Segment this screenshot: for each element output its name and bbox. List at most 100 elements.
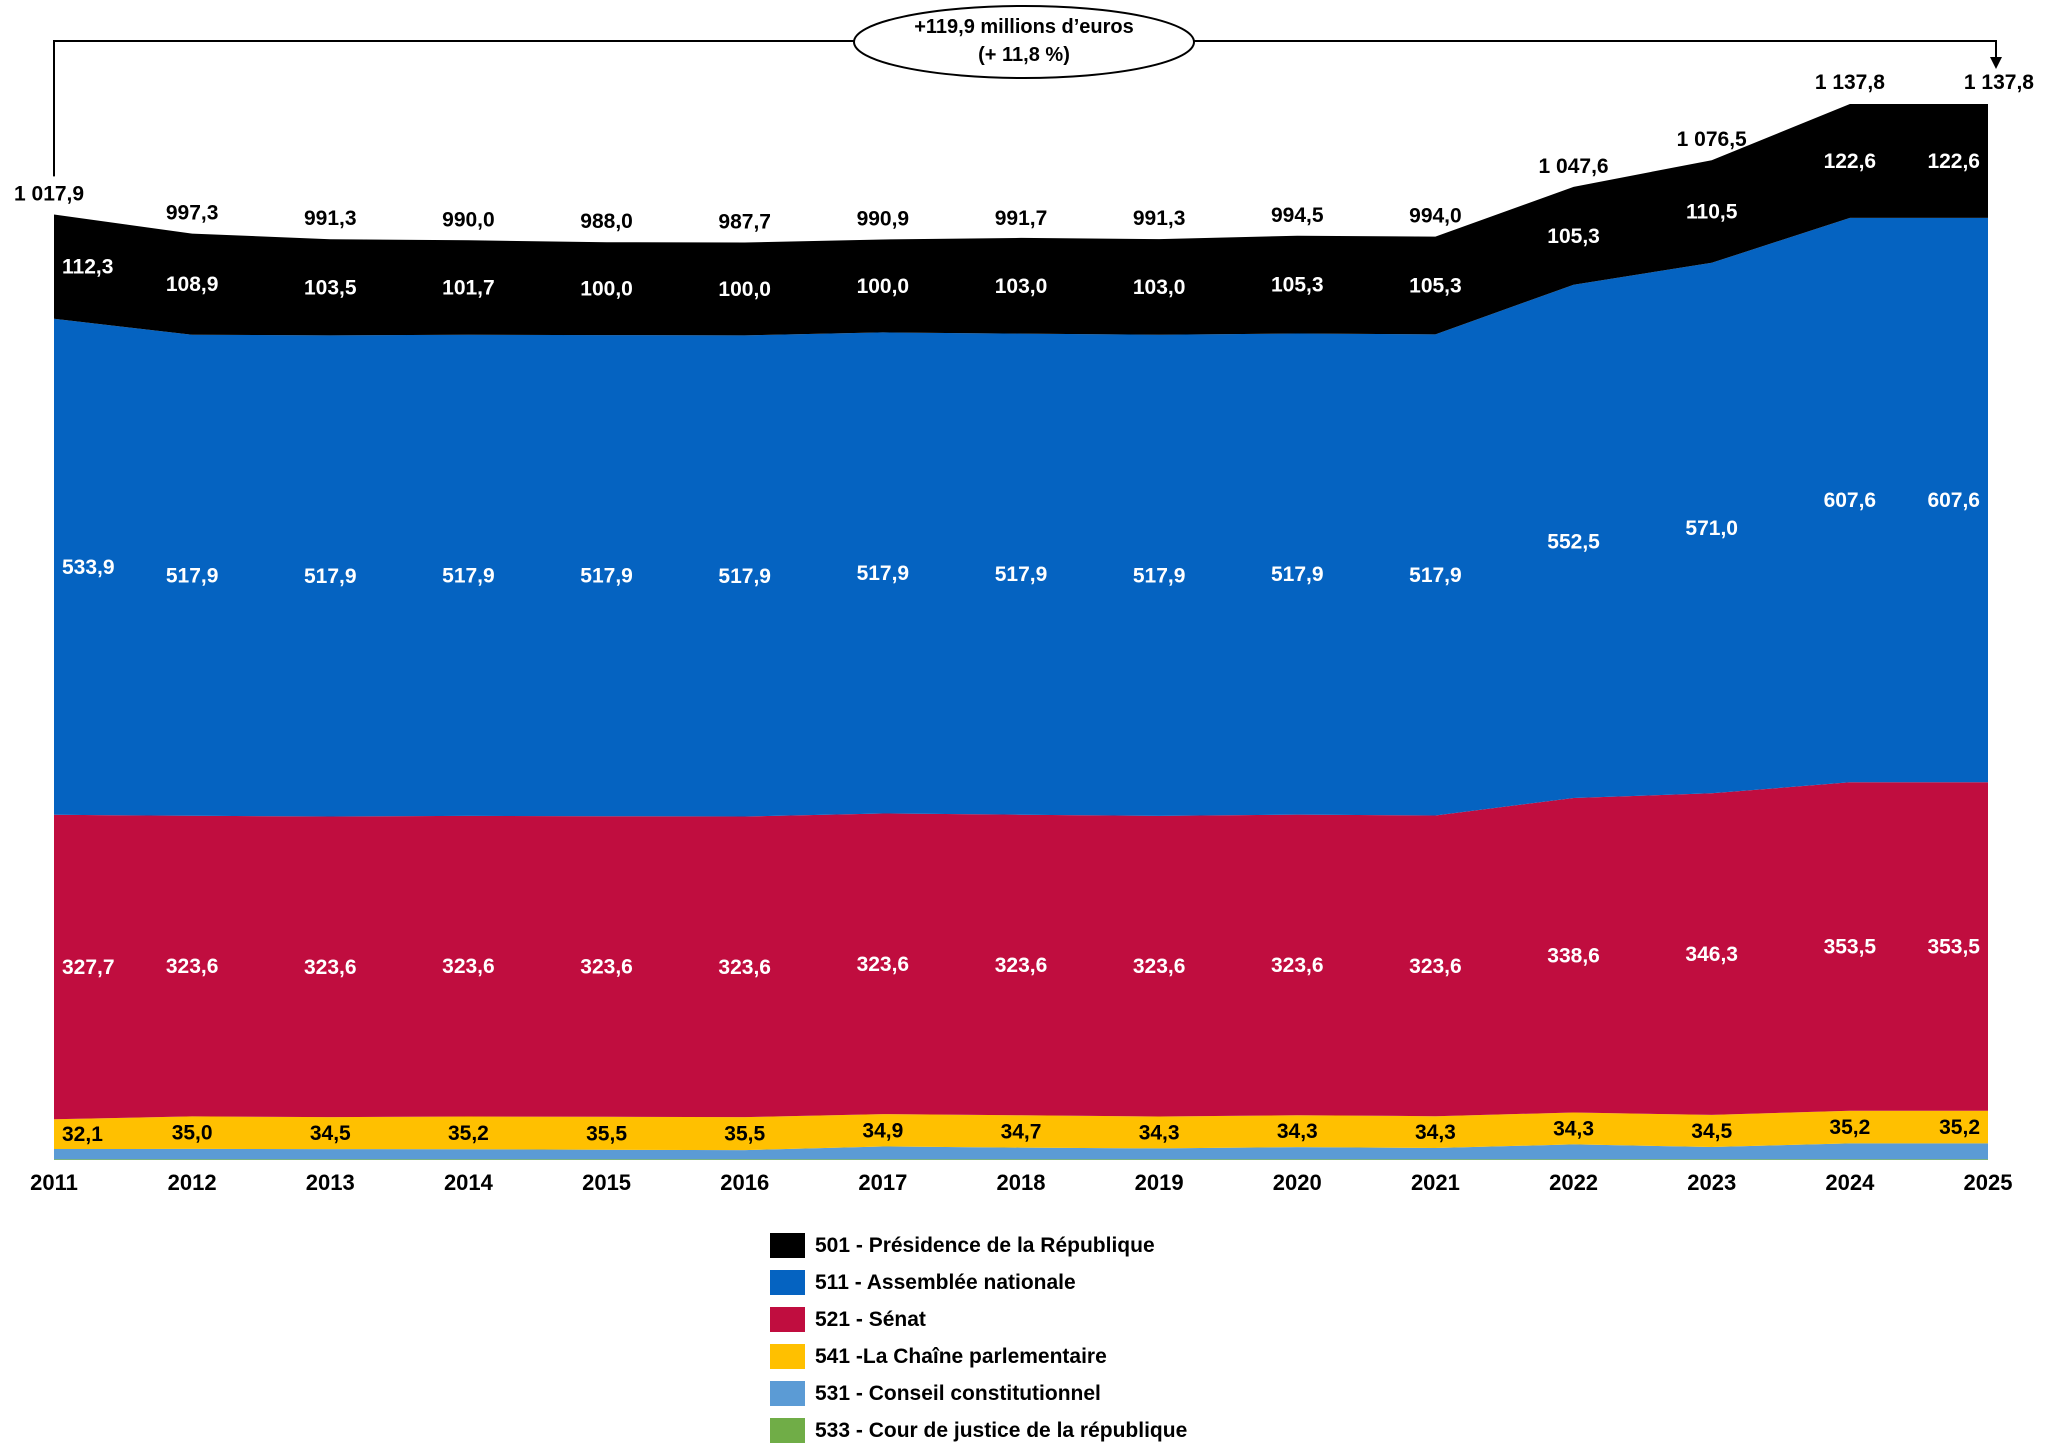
legend-swatch	[770, 1418, 805, 1443]
series-501-label: 103,5	[304, 276, 357, 299]
total-label: 994,5	[1271, 204, 1324, 227]
series-511-label: 517,9	[1409, 564, 1462, 587]
legend-label: 533 - Cour de justice de la république	[815, 1418, 1188, 1442]
series-541-label: 34,3	[1553, 1118, 1594, 1141]
x-tick-label: 2018	[997, 1170, 1046, 1195]
legend-swatch	[770, 1233, 805, 1258]
legend-label: 501 - Présidence de la République	[815, 1233, 1155, 1257]
x-tick-label: 2013	[306, 1170, 355, 1195]
series-511-label: 517,9	[718, 565, 771, 588]
series-521-label: 323,6	[166, 955, 219, 978]
total-label: 994,0	[1409, 205, 1462, 228]
series-541-label: 32,1	[62, 1123, 103, 1146]
series-511-label: 517,9	[857, 562, 910, 585]
legend-item: 511 - Assemblée nationale	[770, 1264, 1187, 1301]
x-tick-label: 2017	[858, 1170, 907, 1195]
series-511-area	[54, 217, 1988, 817]
x-tick-label: 2022	[1549, 1170, 1598, 1195]
series-541-label: 34,9	[862, 1119, 903, 1142]
total-label: 991,3	[1133, 207, 1186, 230]
x-tick-label: 2020	[1273, 1170, 1322, 1195]
x-tick-label: 2021	[1411, 1170, 1460, 1195]
series-511-label: 517,9	[304, 565, 357, 588]
legend-label: 511 - Assemblée nationale	[815, 1270, 1076, 1294]
legend-label: 521 - Sénat	[815, 1307, 926, 1331]
legend: 501 - Présidence de la République 511 - A…	[770, 1227, 1187, 1449]
series-521-label: 327,7	[62, 956, 115, 979]
series-511-label: 517,9	[166, 564, 219, 587]
total-label: 987,7	[718, 211, 771, 234]
total-label: 990,9	[857, 208, 910, 231]
total-label: 1 017,9	[14, 182, 84, 205]
series-541-label: 34,3	[1277, 1120, 1318, 1143]
total-label: 991,7	[995, 207, 1048, 230]
series-541-label: 35,2	[448, 1122, 489, 1145]
x-tick-label: 2023	[1687, 1170, 1736, 1195]
x-tick-label: 2019	[1135, 1170, 1184, 1195]
x-tick-label: 2015	[582, 1170, 631, 1195]
total-label: 1 137,8	[1815, 71, 1885, 94]
x-tick-label: 2011	[30, 1170, 78, 1195]
total-label: 1 137,8	[1964, 71, 2034, 94]
x-axis-ticks: 2011 2012 2013 2014 2015 2016 2017 2018 2019 2020…	[30, 1170, 2012, 1195]
series-541-label: 34,5	[310, 1122, 351, 1145]
series-511-label: 517,9	[1133, 564, 1186, 587]
stacked-area-chart: 32,1 35,0 34,5 35,2 35,5 35,5 34,9 34,7 34,3 34,3…	[14, 5, 2034, 1195]
x-tick-label: 2024	[1825, 1170, 1875, 1195]
series-521-label: 323,6	[442, 955, 495, 978]
series-501-label: 100,0	[580, 278, 633, 301]
legend-swatch	[770, 1381, 805, 1406]
series-501-label: 105,3	[1547, 225, 1600, 248]
legend-label: 541 -La Chaîne parlementaire	[815, 1344, 1107, 1368]
series-541-label: 35,0	[172, 1122, 213, 1145]
x-tick-label: 2016	[720, 1170, 769, 1195]
series-511-label: 517,9	[580, 565, 633, 588]
series-511-label: 571,0	[1685, 517, 1738, 540]
legend-label: 531 - Conseil constitutionnel	[815, 1381, 1101, 1405]
series-521-label: 323,6	[1409, 955, 1462, 978]
series-531-area	[54, 1143, 1988, 1160]
series-521-label: 323,6	[995, 954, 1048, 977]
legend-swatch	[770, 1344, 805, 1369]
series-521-label: 323,6	[304, 956, 357, 979]
series-501-label: 122,6	[1927, 150, 1980, 173]
series-521-label: 338,6	[1547, 944, 1600, 967]
total-label: 1 076,5	[1677, 128, 1747, 151]
x-tick-label: 2012	[168, 1170, 217, 1195]
series-511-label: 607,6	[1824, 489, 1877, 512]
series-521-label: 323,6	[857, 953, 910, 976]
series-501-label: 100,0	[718, 278, 771, 301]
annotation-line2: (+ 11,8 %)	[978, 44, 1070, 66]
segment-labels: 32,1 35,0 34,5 35,2 35,5 35,5 34,9 34,7 34,3 34,3…	[62, 150, 1980, 1146]
series-501-label: 103,0	[995, 275, 1048, 298]
annotation-ellipse	[853, 5, 1195, 79]
legend-item: 531 - Conseil constitutionnel	[770, 1375, 1187, 1412]
series-511-label: 517,9	[1271, 563, 1324, 586]
x-tick-label: 2025	[1964, 1170, 2013, 1195]
series-501-label: 105,3	[1271, 274, 1324, 297]
series-533-area	[54, 1159, 1988, 1160]
series-541-area	[54, 1110, 1988, 1151]
legend-item: 501 - Présidence de la République	[770, 1227, 1187, 1264]
series-521-label: 323,6	[580, 956, 633, 979]
series-541-label: 35,2	[1829, 1116, 1870, 1139]
chart-areas	[54, 104, 1988, 1160]
total-label: 988,0	[580, 210, 633, 233]
annotation-arrowhead	[1990, 57, 2002, 69]
legend-swatch	[770, 1307, 805, 1332]
series-521-label: 323,6	[718, 956, 771, 979]
series-521-label: 353,5	[1824, 936, 1877, 959]
series-501-label: 101,7	[442, 277, 495, 300]
series-541-label: 34,3	[1415, 1121, 1456, 1144]
series-521-area	[54, 782, 1988, 1120]
total-label: 997,3	[166, 202, 219, 225]
series-541-label: 34,3	[1139, 1122, 1180, 1145]
series-501-label: 105,3	[1409, 275, 1462, 298]
legend-swatch	[770, 1270, 805, 1295]
total-label: 1 047,6	[1539, 155, 1609, 178]
series-521-label: 323,6	[1271, 954, 1324, 977]
legend-item: 533 - Cour de justice de la république	[770, 1412, 1187, 1449]
x-tick-label: 2014	[444, 1170, 494, 1195]
series-501-area	[54, 104, 1988, 336]
series-511-label: 552,5	[1547, 530, 1600, 553]
